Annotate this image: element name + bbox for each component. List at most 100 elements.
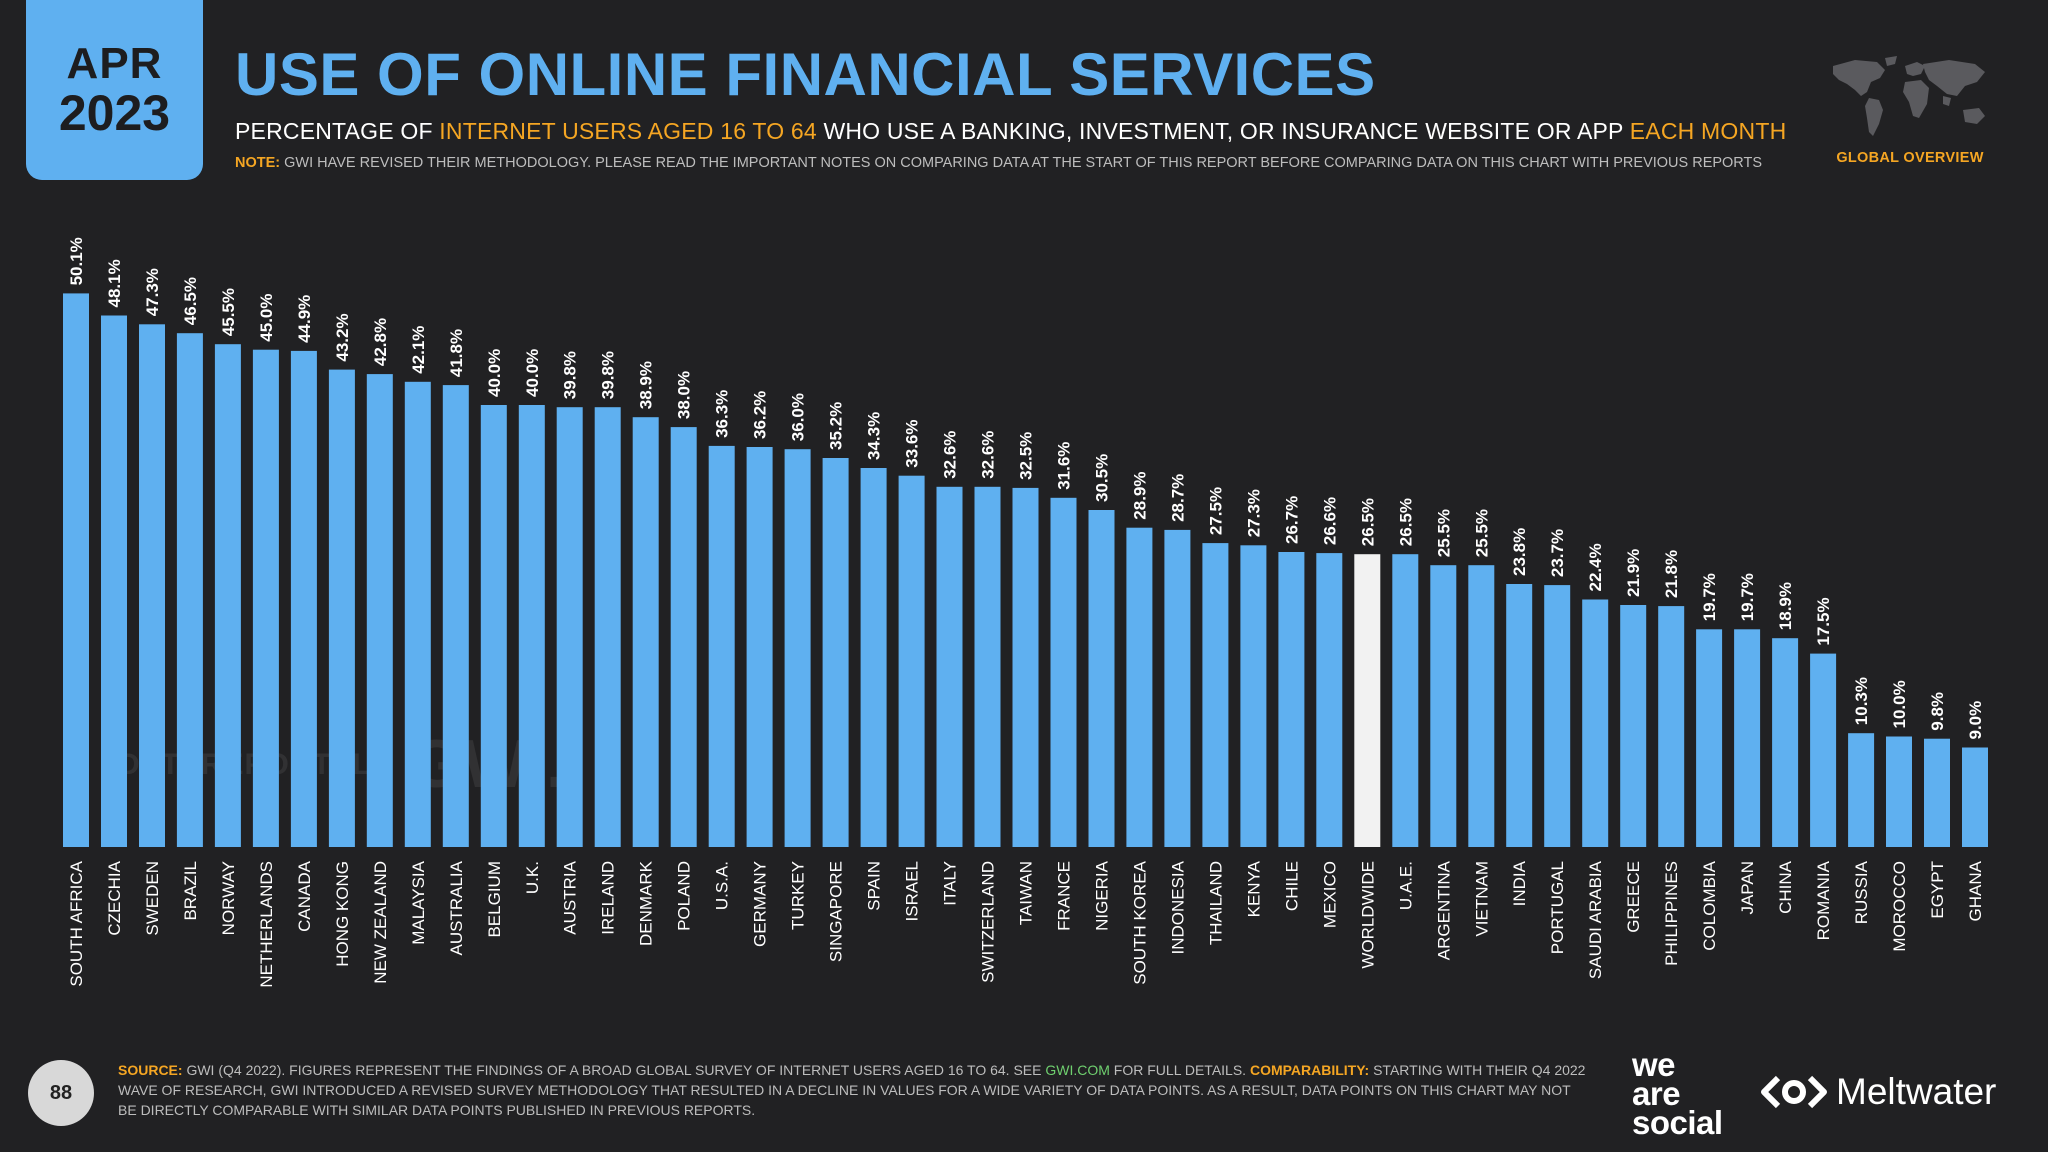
category-label: VIETNAM	[1472, 861, 1491, 937]
value-label: 22.4%	[1586, 543, 1605, 591]
category-label: SAUDI ARABIA	[1586, 860, 1605, 979]
bar-portugal	[1544, 585, 1571, 847]
value-label: 40.0%	[523, 349, 542, 397]
bar-india	[1506, 584, 1533, 847]
bar-indonesia	[1164, 529, 1191, 847]
value-label: 45.0%	[257, 293, 276, 341]
category-label: MALAYSIA	[409, 860, 428, 944]
bar-thailand	[1202, 543, 1229, 847]
value-label: 21.8%	[1662, 550, 1681, 598]
value-label: 28.9%	[1130, 471, 1149, 519]
value-label: 47.3%	[143, 268, 162, 316]
category-label: U.S.A.	[713, 861, 732, 910]
value-label: 48.1%	[105, 259, 124, 307]
bar-worldwide	[1354, 554, 1381, 847]
bar-south-africa	[63, 293, 89, 847]
date-badge: APR 2023	[26, 0, 203, 180]
date-year: 2023	[58, 84, 171, 141]
value-label: 41.8%	[447, 329, 466, 377]
brand-social: social	[1632, 1104, 1723, 1141]
bar-colombia	[1696, 629, 1723, 847]
bar-brazil	[176, 333, 203, 847]
bar-italy	[936, 486, 963, 847]
date-month: APR	[66, 38, 163, 88]
bar-nigeria	[1088, 510, 1115, 847]
value-label: 10.0%	[1890, 680, 1909, 728]
comparability-label: COMPARABILITY:	[1249, 1062, 1370, 1078]
subtitle: PERCENTAGE OF INTERNET USERS AGED 16 TO …	[235, 118, 1786, 145]
value-label: 23.7%	[1548, 529, 1567, 577]
source-text-a: GWI (Q4 2022). FIGURES REPRESENT THE FIN…	[182, 1062, 1046, 1078]
bar-hong-kong	[328, 369, 355, 847]
category-label: U.A.E.	[1396, 861, 1415, 910]
value-label: 32.6%	[979, 431, 998, 479]
source-note: SOURCE: GWI (Q4 2022). FIGURES REPRESENT…	[118, 1060, 1588, 1120]
bar-belgium	[480, 405, 507, 847]
world-map-icon	[1833, 56, 1985, 136]
value-label: 21.9%	[1624, 549, 1643, 597]
value-label: 17.5%	[1814, 597, 1833, 645]
brand-we: we	[1632, 1046, 1676, 1083]
bar-greece	[1620, 605, 1647, 847]
subtitle-part-1: PERCENTAGE OF	[235, 118, 440, 144]
category-label: CHINA	[1776, 860, 1795, 914]
bar-ireland	[594, 407, 621, 847]
page-number: 88	[28, 1060, 94, 1126]
category-label: GHANA	[1966, 860, 1985, 921]
bar-egypt	[1924, 738, 1950, 847]
bar-denmark	[632, 417, 659, 847]
category-label: CHILE	[1282, 861, 1301, 911]
bar-kenya	[1240, 545, 1267, 847]
category-label: NETHERLANDS	[257, 861, 276, 988]
note-label: NOTE:	[235, 155, 281, 171]
value-label: 18.9%	[1776, 582, 1795, 630]
category-label: SOUTH KOREA	[1130, 860, 1149, 984]
bar-germany	[746, 447, 773, 847]
value-label: 19.7%	[1738, 573, 1757, 621]
category-label: U.K.	[523, 861, 542, 894]
we-are-social-logo: we are social	[1632, 1046, 1723, 1141]
category-label: MOROCCO	[1890, 861, 1909, 952]
bar-russia	[1848, 733, 1875, 847]
category-label: KENYA	[1244, 860, 1263, 917]
category-label: SINGAPORE	[827, 861, 846, 962]
bar-ghana	[1962, 747, 1988, 847]
comparability-text: STARTING WITH THEIR Q4 2022 WAVE OF RESE…	[118, 1062, 1586, 1118]
bar-switzerland	[974, 486, 1001, 847]
category-label: HONG KONG	[333, 861, 352, 967]
category-label: FRANCE	[1055, 861, 1074, 931]
category-label: BELGIUM	[485, 861, 504, 938]
category-label: BRAZIL	[181, 861, 200, 921]
value-label: 9.0%	[1966, 701, 1985, 740]
category-label: CANADA	[295, 860, 314, 932]
value-label: 32.5%	[1017, 432, 1036, 480]
bar-south-korea	[1126, 527, 1153, 847]
bar-singapore	[822, 458, 849, 847]
bar-japan	[1734, 629, 1761, 847]
category-label: DENMARK	[637, 860, 656, 946]
value-label: 30.5%	[1093, 454, 1112, 502]
category-label: INDONESIA	[1168, 860, 1187, 954]
meltwater-mark-icon	[1761, 1075, 1827, 1109]
value-label: 42.1%	[409, 326, 428, 374]
bar-netherlands	[252, 349, 279, 847]
value-label: 28.7%	[1168, 474, 1187, 522]
value-label: 39.8%	[561, 351, 580, 399]
subtitle-part-3: WHO USE A BANKING, INVESTMENT, OR INSURA…	[816, 118, 1630, 144]
category-label: ROMANIA	[1814, 860, 1833, 940]
value-label: 31.6%	[1055, 442, 1074, 490]
bar-malaysia	[404, 381, 431, 847]
category-label: THAILAND	[1206, 861, 1225, 945]
value-label: 27.5%	[1206, 487, 1225, 535]
source-link[interactable]: GWI.COM	[1045, 1062, 1110, 1078]
category-label: ARGENTINA	[1434, 860, 1453, 960]
category-label: SWEDEN	[143, 861, 162, 936]
category-label: ITALY	[941, 861, 960, 906]
category-label: PORTUGAL	[1548, 861, 1567, 954]
category-label: INDIA	[1510, 860, 1529, 906]
category-label: MEXICO	[1320, 861, 1339, 928]
bar-turkey	[784, 449, 811, 847]
value-label: 44.9%	[295, 295, 314, 343]
global-overview-block: GLOBAL OVERVIEW	[1815, 52, 2005, 170]
bar-australia	[442, 385, 469, 847]
